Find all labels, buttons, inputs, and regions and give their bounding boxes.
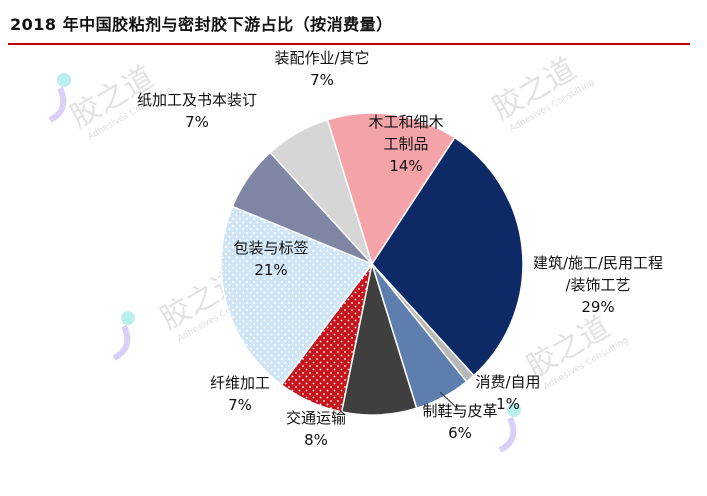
- watermark-logo-swoosh: [112, 324, 131, 361]
- pie-slice-1: [326, 112, 456, 266]
- slice-label-9: 装配作业/其它 7%: [274, 49, 369, 89]
- watermark-logo-dot: [57, 73, 71, 87]
- pie-slices: [220, 112, 524, 416]
- pie-slice-2: [371, 136, 524, 377]
- slice-label-6: 纤维加工 7%: [210, 374, 270, 414]
- slice-label-4: 制鞋与皮革 6%: [422, 402, 497, 442]
- slice-label-1: 木工和细木工制品 14%: [368, 113, 443, 175]
- slice-label-8: 纸加工及书本装订 7%: [137, 91, 257, 131]
- title-divider: [8, 43, 690, 45]
- chart-title: 2018 年中国胶粘剂与密封胶下游占比（按消费量）: [10, 15, 393, 34]
- watermark-logo-dot: [507, 403, 521, 417]
- slice-labels: 木工和细木工制品 14% 建筑/施工/民用工程/装饰工艺 29% 消费/自用 1%制鞋与皮…: [137, 49, 663, 449]
- watermark-logo-swoosh: [498, 416, 517, 453]
- leader-line-3: [439, 391, 459, 410]
- watermark-logo-dot: [121, 311, 135, 325]
- slice-label-7: 包装与标签 21%: [233, 239, 308, 279]
- leader-lines: [439, 391, 459, 410]
- slice-label-5: 交通运输 8%: [286, 409, 346, 449]
- pie-slice-7: [220, 205, 374, 386]
- slice-label-2: 建筑/施工/民用工程/装饰工艺 29%: [533, 254, 663, 316]
- pie-slice-9: [269, 118, 373, 265]
- watermark-logo-swoosh: [48, 86, 67, 123]
- slice-label-3: 消费/自用 1%: [475, 373, 540, 413]
